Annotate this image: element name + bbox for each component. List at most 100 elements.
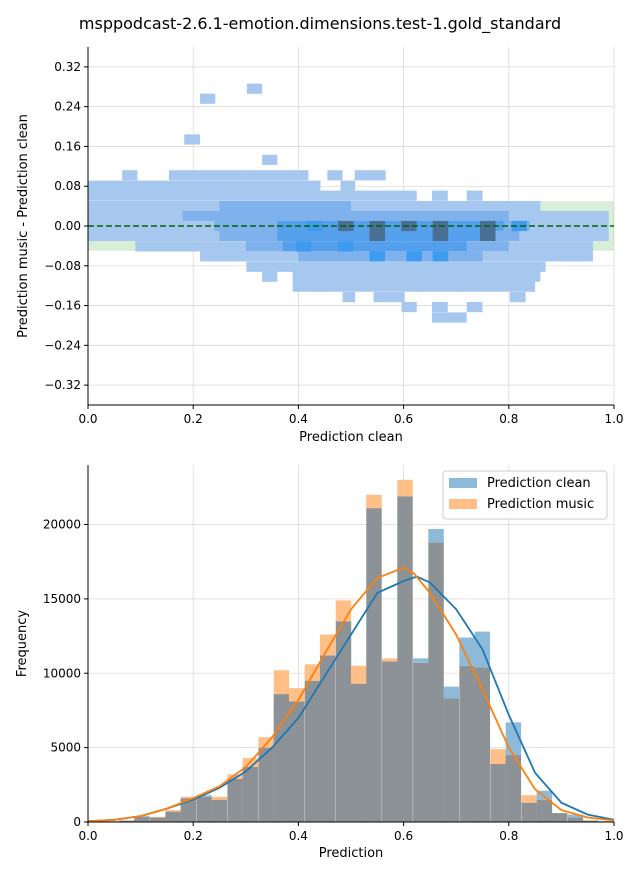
- legend-label-music: Prediction music: [487, 497, 594, 512]
- y-tick-label: 20000: [43, 518, 81, 532]
- histogram-bar-music: [258, 737, 274, 748]
- heatmap-bin-dense: [432, 230, 449, 242]
- histogram-bar-overlap: [258, 747, 274, 822]
- x-tick-label: 0.2: [184, 829, 203, 843]
- y-tick-label: 0.08: [54, 179, 81, 193]
- y-axis-label: Frequency: [15, 610, 30, 677]
- y-tick-label: −0.32: [44, 378, 81, 392]
- y-tick-label: 5000: [50, 741, 81, 755]
- y-tick-label: 0.32: [54, 60, 81, 74]
- histogram-bar-clean: [443, 686, 460, 699]
- histogram-bar-overlap: [536, 799, 553, 822]
- histogram-bar-music: [335, 600, 352, 622]
- histogram-bar-music: [165, 810, 181, 812]
- x-axis-label: Prediction clean: [299, 430, 403, 445]
- legend-frame: [442, 470, 608, 520]
- histogram-bar-clean: [428, 528, 444, 543]
- histogram-bar-overlap: [288, 701, 305, 822]
- heatmap-bin-bright: [369, 251, 386, 262]
- x-axis-label: Prediction: [319, 846, 384, 861]
- heatmap-bin: [509, 292, 526, 303]
- y-tick-label: −0.08: [44, 259, 81, 273]
- histogram-bar-overlap: [382, 661, 398, 822]
- y-tick-label: −0.16: [44, 299, 81, 313]
- histogram-bar-music: [211, 796, 228, 800]
- prediction-histogram-chart: 0.0 0.2 0.4 0.6 0.8 1.0 0 5000 10000 15000 20000 Pr…: [15, 465, 624, 861]
- histogram-bar-music: [288, 688, 305, 702]
- heatmap-bin: [88, 190, 417, 201]
- heatmap-bin: [246, 83, 263, 94]
- histogram-bar-overlap: [428, 542, 444, 822]
- histogram-bar-music: [351, 665, 367, 684]
- histogram-bar-overlap: [490, 763, 506, 822]
- figure-title: msppodcast-2.6.1-emotion.dimensions.test…: [78, 14, 562, 33]
- heatmap-bin-bright: [295, 241, 312, 252]
- heatmap-bin-bright: [432, 251, 449, 262]
- histogram-bar-overlap: [196, 796, 212, 822]
- y-tick-label: 0.00: [54, 219, 81, 233]
- heatmap-bin: [432, 312, 467, 323]
- heatmap-bin: [292, 281, 536, 292]
- heatmap-bin: [432, 190, 448, 201]
- heatmap-bin: [262, 271, 278, 282]
- heatmap-bin: [401, 301, 417, 313]
- histogram-bar-overlap: [165, 811, 181, 822]
- histogram-bar-overlap: [273, 694, 290, 822]
- heatmap-bin: [340, 180, 356, 191]
- histogram-bar-clean: [459, 637, 475, 666]
- x-tick-label: 0.8: [499, 412, 518, 426]
- x-tick-label: 0.8: [499, 829, 518, 843]
- x-tick-label: 1.0: [604, 412, 623, 426]
- x-tick-label: 0.6: [394, 829, 413, 843]
- legend: Prediction clean Prediction music: [442, 470, 608, 520]
- histogram-bar-overlap: [134, 816, 150, 822]
- heatmap-bin-bright: [511, 220, 528, 232]
- histogram-bar-clean: [413, 658, 429, 663]
- heatmap-bin: [282, 241, 467, 252]
- histogram-bar-overlap: [227, 778, 243, 822]
- histogram-bar-overlap: [397, 496, 413, 822]
- histogram-bar-music: [397, 479, 413, 497]
- histogram-bar-overlap: [319, 655, 336, 822]
- histogram-bar-overlap: [474, 667, 491, 822]
- histogram-bar-music: [319, 634, 336, 656]
- heatmap-bin: [466, 301, 483, 313]
- histogram-bar-clean: [536, 790, 553, 800]
- y-tick-label: 0.24: [54, 100, 81, 114]
- legend-swatch-music: [449, 499, 477, 509]
- y-tick-label: 15000: [43, 592, 81, 606]
- histogram-bar-overlap: [505, 755, 522, 822]
- histogram-bar-overlap: [459, 665, 475, 822]
- y-tick-label: 0: [73, 815, 81, 829]
- histogram-bar-overlap: [335, 621, 352, 822]
- x-tick-label: 0.2: [184, 412, 203, 426]
- histogram-bar-music: [366, 494, 382, 509]
- heatmap-bin: [342, 292, 356, 303]
- heatmap-bin: [246, 261, 546, 272]
- kde-line-music: [87, 566, 615, 823]
- histogram-bar-overlap: [119, 820, 135, 822]
- heatmap-bin: [432, 301, 448, 313]
- heatmap-bin: [262, 154, 278, 165]
- histogram-bar-music: [382, 658, 398, 662]
- y-tick-label: 10000: [43, 666, 81, 680]
- y-tick-label: −0.24: [44, 338, 81, 352]
- histogram-bar-overlap: [582, 820, 599, 822]
- histogram-bar-clean: [196, 795, 212, 797]
- heatmap-bin: [246, 170, 309, 181]
- heatmap-bin: [122, 170, 138, 181]
- histogram-bar-music: [180, 796, 197, 799]
- histogram-bar-music: [227, 774, 243, 779]
- histogram-bar-overlap: [567, 817, 584, 822]
- histogram-bar-overlap: [521, 802, 537, 822]
- heatmap-bin: [298, 251, 483, 262]
- y-axis-label: Prediction music - Prediction clean: [16, 114, 31, 338]
- heatmap-bin: [219, 201, 351, 212]
- histogram-bar-overlap: [180, 798, 197, 822]
- heatmap-bin: [169, 170, 247, 181]
- difference-heatmap-chart: 0.0 0.2 0.4 0.6 0.8 1.0 −0.32 −0.24 −0.16 −0.08 0.…: [16, 47, 624, 445]
- x-tick-label: 1.0: [604, 829, 623, 843]
- heatmap-bin: [292, 271, 541, 282]
- histogram-bar-overlap: [366, 508, 382, 822]
- x-tick-label: 0.4: [289, 829, 308, 843]
